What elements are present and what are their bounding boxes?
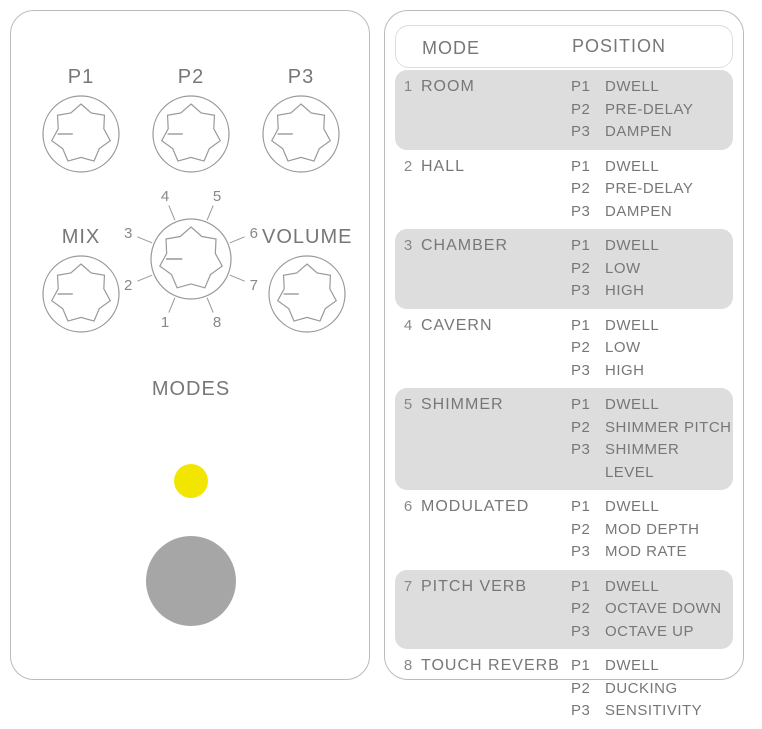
row-positions: P1DWELL P2OCTAVE DOWN P3OCTAVE UP <box>571 576 733 644</box>
row-number: 1 <box>395 76 421 144</box>
svg-text:7: 7 <box>250 277 258 294</box>
svg-text:8: 8 <box>213 314 221 331</box>
knob-p1[interactable]: P1 <box>42 66 120 173</box>
knob-p3-label: P3 <box>288 66 314 89</box>
knob-volume-label: VOLUME <box>262 226 352 249</box>
table-header: MODE POSITION <box>395 25 733 68</box>
row-positions: P1DWELL P2PRE-DELAY P3DAMPEN <box>571 156 733 224</box>
row-number: 7 <box>395 576 421 644</box>
knob-modes[interactable]: 1 2 3 4 5 6 7 8 MODES <box>116 184 266 401</box>
row-positions: P1DWELL P2PRE-DELAY P3DAMPEN <box>571 76 733 144</box>
row-positions: P1DWELL P2LOW P3HIGH <box>571 315 733 383</box>
footswitch[interactable] <box>146 536 236 626</box>
mode-table-panel: MODE POSITION 1 ROOM P1DWELL P2PRE-DELAY… <box>384 10 744 680</box>
header-position: POSITION <box>572 36 732 59</box>
row-mode-name: CHAMBER <box>421 235 571 303</box>
svg-text:3: 3 <box>124 225 132 242</box>
row-positions: P1DWELL P2DUCKING P3SENSITIVITY <box>571 655 733 723</box>
row-number: 5 <box>395 394 421 484</box>
mode-row: 6 MODULATED P1DWELL P2MOD DEPTH P3MOD RA… <box>395 490 733 570</box>
svg-text:6: 6 <box>250 225 258 242</box>
row-positions: P1DWELL P2MOD DEPTH P3MOD RATE <box>571 496 733 564</box>
row-number: 8 <box>395 655 421 723</box>
row-positions: P1DWELL P2SHIMMER PITCH P3SHIMMER LEVEL <box>571 394 733 484</box>
pedal-panel: P1 P2 P3 MIX VOLUME <box>10 10 370 680</box>
row-mode-name: MODULATED <box>421 496 571 564</box>
modes-label: MODES <box>152 378 230 401</box>
svg-text:4: 4 <box>161 188 169 205</box>
mode-row: 4 CAVERN P1DWELL P2LOW P3HIGH <box>395 309 733 389</box>
svg-text:1: 1 <box>161 314 169 331</box>
knob-p3[interactable]: P3 <box>262 66 340 173</box>
row-mode-name: PITCH VERB <box>421 576 571 644</box>
row-mode-name: CAVERN <box>421 315 571 383</box>
row-positions: P1DWELL P2LOW P3HIGH <box>571 235 733 303</box>
knob-mix-label: MIX <box>62 226 101 249</box>
row-mode-name: SHIMMER <box>421 394 571 484</box>
mode-row: 5 SHIMMER P1DWELL P2SHIMMER PITCH P3SHIM… <box>395 388 733 490</box>
knob-p2-label: P2 <box>178 66 204 89</box>
led-indicator <box>174 464 208 498</box>
knob-mix[interactable]: MIX <box>42 226 120 333</box>
row-mode-name: HALL <box>421 156 571 224</box>
knob-volume[interactable]: VOLUME <box>262 226 352 333</box>
knob-p1-label: P1 <box>68 66 94 89</box>
row-mode-name: ROOM <box>421 76 571 144</box>
svg-text:5: 5 <box>213 188 221 205</box>
knob-p2[interactable]: P2 <box>152 66 230 173</box>
row-number: 3 <box>395 235 421 303</box>
row-number: 6 <box>395 496 421 564</box>
header-mode: MODE <box>422 36 572 59</box>
mode-row: 8 TOUCH REVERB P1DWELL P2DUCKING P3SENSI… <box>395 649 733 729</box>
mode-row: 3 CHAMBER P1DWELL P2LOW P3HIGH <box>395 229 733 309</box>
row-number: 4 <box>395 315 421 383</box>
row-mode-name: TOUCH REVERB <box>421 655 571 723</box>
svg-text:2: 2 <box>124 277 132 294</box>
mode-row: 1 ROOM P1DWELL P2PRE-DELAY P3DAMPEN <box>395 70 733 150</box>
mode-row: 7 PITCH VERB P1DWELL P2OCTAVE DOWN P3OCT… <box>395 570 733 650</box>
mode-row: 2 HALL P1DWELL P2PRE-DELAY P3DAMPEN <box>395 150 733 230</box>
row-number: 2 <box>395 156 421 224</box>
